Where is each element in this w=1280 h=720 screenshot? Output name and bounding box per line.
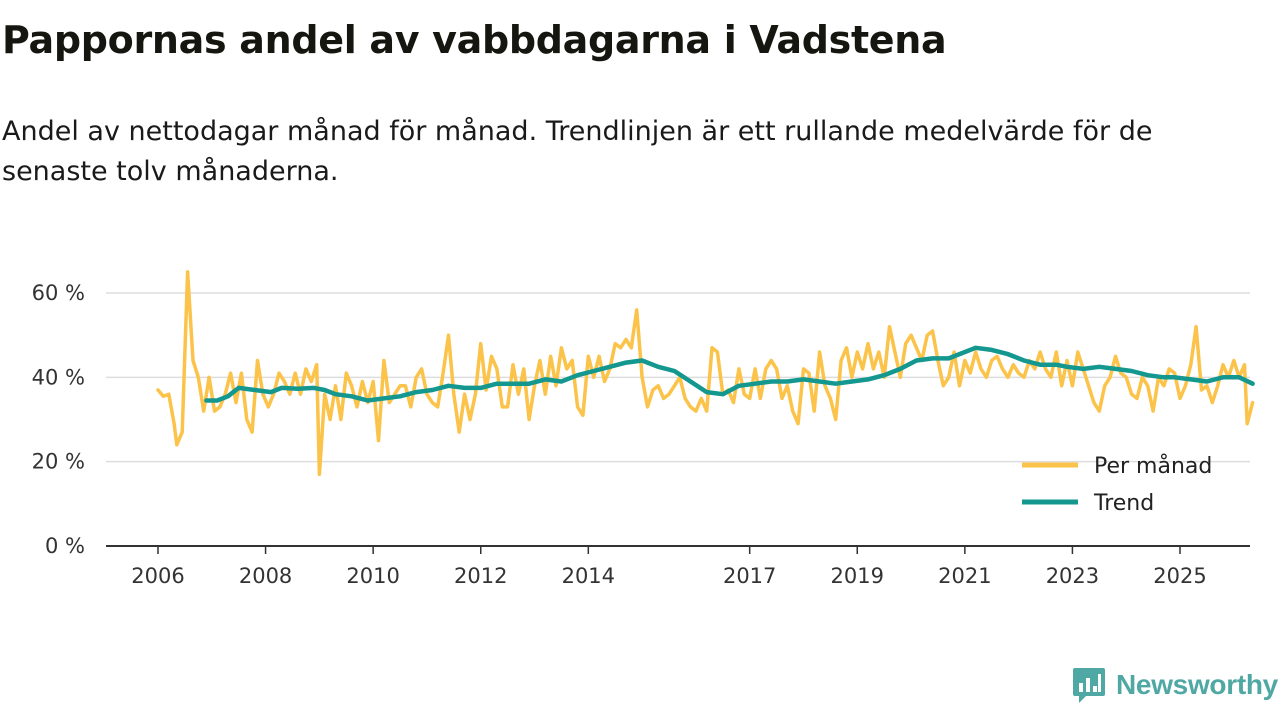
legend-label-trend: Trend [1093, 491, 1154, 516]
y-tick-label: 0 % [45, 534, 85, 558]
y-tick-label: 40 % [32, 365, 85, 389]
y-axis-labels: 0 % 20 % 40 % 60 % [32, 281, 85, 558]
legend-label-per-manad: Per månad [1094, 453, 1212, 479]
x-tick-label: 2014 [562, 564, 615, 588]
y-tick-label: 60 % [32, 281, 85, 305]
chart-title: Pappornas andel av vabbdagarna i Vadsten… [2, 18, 947, 62]
series-lines [156, 270, 1255, 477]
x-tick-label: 2023 [1046, 564, 1099, 588]
x-tick-label: 2021 [938, 564, 991, 588]
x-tick-label: 2010 [346, 564, 399, 588]
y-tick-label: 20 % [32, 450, 85, 474]
brand-logo: Newsworthy [1072, 666, 1278, 704]
x-tick-label: 2025 [1153, 564, 1206, 588]
x-axis: 2006 2008 2010 2012 2014 2017 2019 2021 2023 2025 [106, 545, 1250, 588]
x-tick-label: 2008 [239, 564, 292, 588]
x-tick-label: 2017 [723, 564, 776, 588]
chart-subtitle: Andel av nettodagar månad för månad. Tre… [2, 116, 1153, 187]
x-tick-label: 2006 [131, 564, 184, 588]
x-tick-label: 2012 [454, 564, 507, 588]
series-line-per-manad [156, 270, 1255, 477]
brand-name: Newsworthy [1116, 669, 1278, 700]
bar-chart-logo-icon [1073, 668, 1105, 703]
legend: Per månad Trend [1022, 453, 1212, 516]
series-line-trend [204, 345, 1255, 403]
x-tick-label: 2019 [831, 564, 884, 588]
